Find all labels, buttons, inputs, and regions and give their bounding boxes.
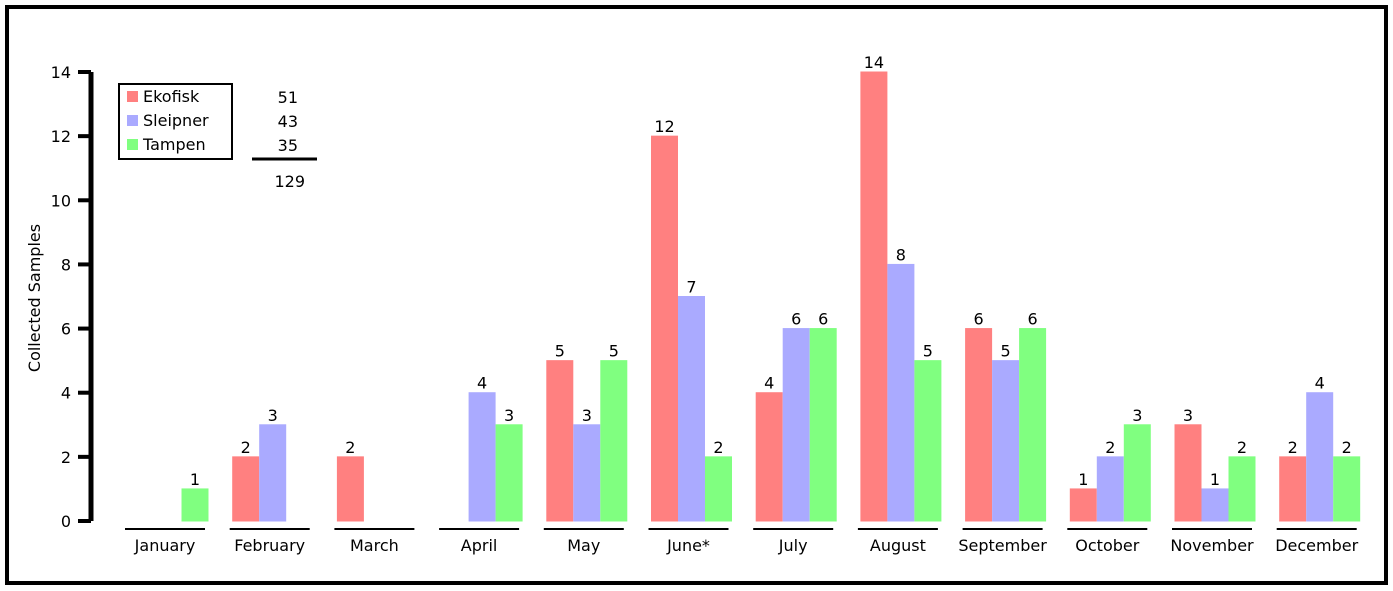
- bar-tampen: [495, 424, 523, 522]
- x-tick-label: February: [234, 536, 305, 555]
- bar-ekofisk: [1174, 424, 1202, 522]
- bar-ekofisk: [1069, 488, 1097, 522]
- bar-value-label: 2: [1342, 438, 1352, 457]
- x-tick-label: November: [1170, 536, 1254, 555]
- legend-total: 43: [278, 112, 298, 131]
- bar-value-label: 4: [477, 374, 487, 393]
- bar-value-label: 12: [654, 117, 674, 136]
- bar-ekofisk: [755, 392, 783, 522]
- bar-value-label: 3: [1132, 406, 1142, 425]
- legend-total: 35: [278, 136, 298, 155]
- bar-value-label: 6: [791, 310, 801, 329]
- legend-swatch-ekofisk: [127, 91, 138, 102]
- bar-value-label: 2: [345, 438, 355, 457]
- bar-value-label: 4: [764, 374, 774, 393]
- x-tick-label: April: [461, 536, 498, 555]
- bar-ekofisk: [336, 456, 364, 522]
- bar-ekofisk: [232, 456, 260, 522]
- x-tick-label: September: [958, 536, 1047, 555]
- x-tick-label: March: [350, 536, 399, 555]
- legend-label: Sleipner: [143, 111, 209, 130]
- y-axis-label: Collected Samples: [25, 224, 44, 372]
- bar-value-label: 1: [190, 470, 200, 489]
- bar-sleipner: [468, 392, 496, 522]
- y-tick-label: 8: [61, 255, 71, 274]
- y-tick-label: 6: [61, 320, 71, 339]
- x-tick-label: June*: [666, 536, 710, 555]
- y-tick-label: 12: [51, 127, 71, 146]
- bar-value-label: 2: [1288, 438, 1298, 457]
- bar-value-label: 3: [504, 406, 514, 425]
- bar-value-label: 5: [609, 342, 619, 361]
- x-tick-label: January: [134, 536, 196, 555]
- bar-ekofisk: [965, 328, 993, 522]
- x-tick-label: May: [567, 536, 600, 555]
- x-tick-label: December: [1275, 536, 1358, 555]
- bar-value-label: 3: [1183, 406, 1193, 425]
- bar-tampen: [914, 360, 942, 522]
- bar-tampen: [1123, 424, 1151, 522]
- bar-tampen: [600, 360, 628, 522]
- bar-value-label: 6: [818, 310, 828, 329]
- bar-sleipner: [259, 424, 287, 522]
- y-tick-label: 10: [51, 191, 71, 210]
- bar-tampen: [181, 488, 209, 522]
- bar-value-label: 14: [864, 53, 884, 72]
- bar-tampen: [1228, 456, 1256, 522]
- bar-tampen: [1019, 328, 1047, 522]
- bar-sleipner: [1306, 392, 1334, 522]
- bar-value-label: 1: [1078, 470, 1088, 489]
- legend-label: Ekofisk: [143, 87, 200, 106]
- y-tick-label: 14: [51, 63, 71, 82]
- legend-swatch-tampen: [127, 139, 138, 150]
- legend-label: Tampen: [142, 135, 206, 154]
- x-tick-label: August: [870, 536, 926, 555]
- bar-sleipner: [1096, 456, 1124, 522]
- legend-total: 51: [278, 88, 298, 107]
- bar-tampen: [809, 328, 837, 522]
- y-tick-label: 0: [61, 512, 71, 531]
- bar-value-label: 3: [582, 406, 592, 425]
- x-tick-label: October: [1075, 536, 1139, 555]
- bar-sleipner: [887, 263, 915, 522]
- bar-value-label: 5: [1001, 342, 1011, 361]
- bar-value-label: 2: [241, 438, 251, 457]
- bar-sleipner: [573, 424, 601, 522]
- bar-value-label: 6: [1028, 310, 1038, 329]
- bar-value-label: 2: [1105, 438, 1115, 457]
- bar-value-label: 2: [1237, 438, 1247, 457]
- bar-sleipner: [782, 328, 810, 522]
- bar-value-label: 5: [555, 342, 565, 361]
- bar-value-label: 4: [1315, 374, 1325, 393]
- bar-value-label: 2: [713, 438, 723, 457]
- bar-ekofisk: [1279, 456, 1307, 522]
- legend: Ekofisk 51 Sleipner 43 Tampen 35 129: [118, 83, 317, 191]
- bar-value-label: 5: [923, 342, 933, 361]
- bar-sleipner: [1201, 488, 1229, 522]
- bar-sleipner: [992, 360, 1020, 522]
- bar-ekofisk: [651, 135, 678, 522]
- bar-tampen: [1333, 456, 1361, 522]
- x-axis: January February March April May June* July Aug…: [125, 528, 1359, 555]
- bar-ekofisk: [860, 71, 888, 522]
- x-tick-label: July: [778, 536, 808, 555]
- bar-sleipner: [678, 296, 705, 522]
- legend-grand-total: 129: [274, 172, 305, 191]
- bar-tampen: [705, 456, 732, 522]
- bar-value-label: 6: [974, 310, 984, 329]
- bar-value-label: 3: [268, 406, 278, 425]
- y-tick-label: 4: [61, 384, 71, 403]
- bar-value-label: 8: [896, 245, 906, 264]
- legend-swatch-sleipner: [127, 115, 138, 126]
- y-axis: 0 2 4 6 8 10 12 14: [51, 63, 94, 531]
- y-tick-label: 2: [61, 448, 71, 467]
- bar-value-label: 7: [686, 278, 696, 297]
- bar-ekofisk: [546, 360, 574, 522]
- bar-value-label: 1: [1210, 470, 1220, 489]
